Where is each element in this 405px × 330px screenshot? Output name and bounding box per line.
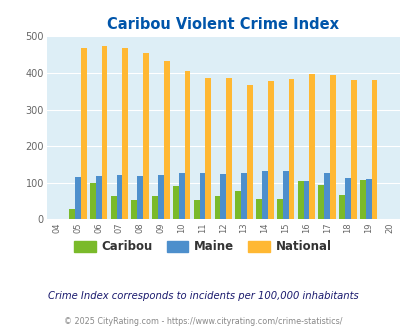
Bar	[365, 179, 371, 219]
Bar	[143, 53, 149, 219]
Bar	[220, 174, 226, 219]
Bar	[246, 85, 252, 219]
Bar	[90, 183, 96, 219]
Bar	[81, 48, 86, 219]
Bar	[69, 209, 75, 219]
Bar	[344, 178, 350, 219]
Bar	[193, 200, 199, 219]
Bar	[75, 177, 81, 219]
Title: Caribou Violent Crime Index: Caribou Violent Crime Index	[107, 17, 339, 32]
Bar	[339, 195, 344, 219]
Bar	[205, 78, 211, 219]
Bar	[276, 199, 282, 219]
Text: Crime Index corresponds to incidents per 100,000 inhabitants: Crime Index corresponds to incidents per…	[47, 291, 358, 301]
Bar	[350, 80, 356, 219]
Bar	[116, 175, 122, 219]
Bar	[241, 173, 246, 219]
Bar	[226, 78, 231, 219]
Bar	[324, 173, 329, 219]
Bar	[111, 196, 116, 219]
Bar	[214, 196, 220, 219]
Bar	[235, 191, 241, 219]
Bar	[288, 79, 294, 219]
Bar	[318, 185, 324, 219]
Bar	[256, 199, 261, 219]
Bar	[282, 171, 288, 219]
Bar	[137, 176, 143, 219]
Bar	[164, 61, 169, 219]
Bar	[101, 46, 107, 219]
Bar	[96, 176, 101, 219]
Bar	[267, 81, 273, 219]
Bar	[329, 75, 335, 219]
Bar	[309, 74, 314, 219]
Bar	[178, 173, 184, 219]
Bar	[184, 71, 190, 219]
Bar	[131, 200, 137, 219]
Bar	[173, 186, 178, 219]
Bar	[303, 181, 309, 219]
Legend: Caribou, Maine, National: Caribou, Maine, National	[70, 236, 335, 258]
Text: © 2025 CityRating.com - https://www.cityrating.com/crime-statistics/: © 2025 CityRating.com - https://www.city…	[64, 317, 341, 326]
Bar	[199, 173, 205, 219]
Bar	[158, 175, 164, 219]
Bar	[359, 180, 365, 219]
Bar	[152, 196, 158, 219]
Bar	[297, 181, 303, 219]
Bar	[261, 171, 267, 219]
Bar	[371, 80, 377, 219]
Bar	[122, 49, 128, 219]
